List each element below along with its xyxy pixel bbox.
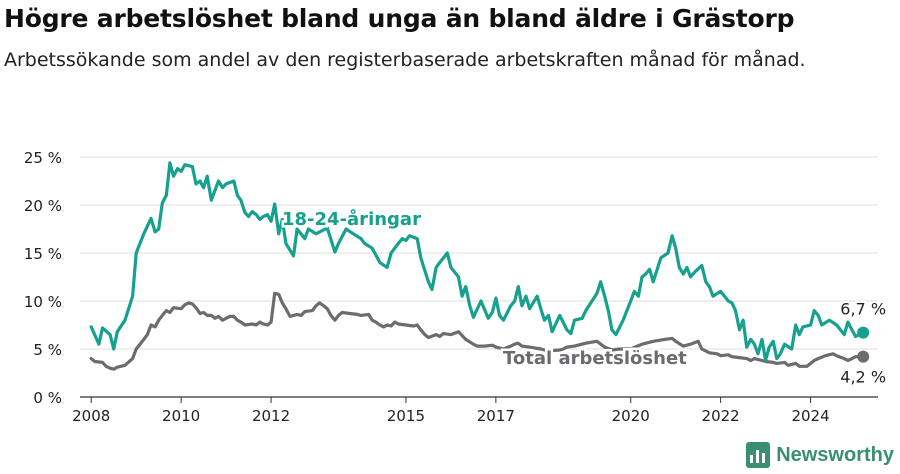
series-line-total <box>89 291 865 371</box>
y-tick-label: 20 % <box>24 197 62 215</box>
series-label-total: Total arbetslöshet <box>503 348 687 369</box>
page-title: Högre arbetslöshet bland unga än bland ä… <box>4 4 795 33</box>
series-layer <box>89 161 870 371</box>
series-label-youth: 18-24-åringar <box>282 208 421 230</box>
end-point-total <box>857 350 870 363</box>
end-value-label-total: 4,2 % <box>840 368 886 387</box>
page-subtitle: Arbetssökande som andel av den registerb… <box>4 49 806 71</box>
end-value-label-youth: 6,7 % <box>840 300 886 319</box>
x-tick-label: 2022 <box>702 407 740 425</box>
series-labels: 18-24-åringar Total arbetslöshet 6,7 % 4,2 … <box>280 206 889 389</box>
brand-logo: Newsworthy <box>746 440 894 470</box>
grid-lines <box>80 156 878 398</box>
x-tick-label: 2017 <box>477 407 515 425</box>
brand-name: Newsworthy <box>776 443 894 466</box>
x-tick-label: 2008 <box>72 407 110 425</box>
y-tick-label: 15 % <box>24 245 62 263</box>
x-tick-label: 2020 <box>612 407 650 425</box>
x-axis-ticks: 2008 2010 2012 2015 2017 2020 2022 2024 <box>72 397 830 425</box>
end-point-youth <box>857 326 870 339</box>
series-line-youth <box>89 161 865 363</box>
x-tick-label: 2010 <box>162 407 200 425</box>
x-tick-label: 2015 <box>387 407 425 425</box>
x-tick-label: 2024 <box>791 407 829 425</box>
y-tick-label: 25 % <box>24 149 62 167</box>
y-axis-tick-labels: 0 % 5 % 10 % 15 % 20 % 25 % <box>24 149 62 407</box>
y-tick-label: 0 % <box>33 389 62 407</box>
x-tick-label: 2012 <box>252 407 290 425</box>
y-tick-label: 5 % <box>33 341 62 359</box>
y-tick-label: 10 % <box>24 293 62 311</box>
newsworthy-logo-icon <box>746 442 771 468</box>
